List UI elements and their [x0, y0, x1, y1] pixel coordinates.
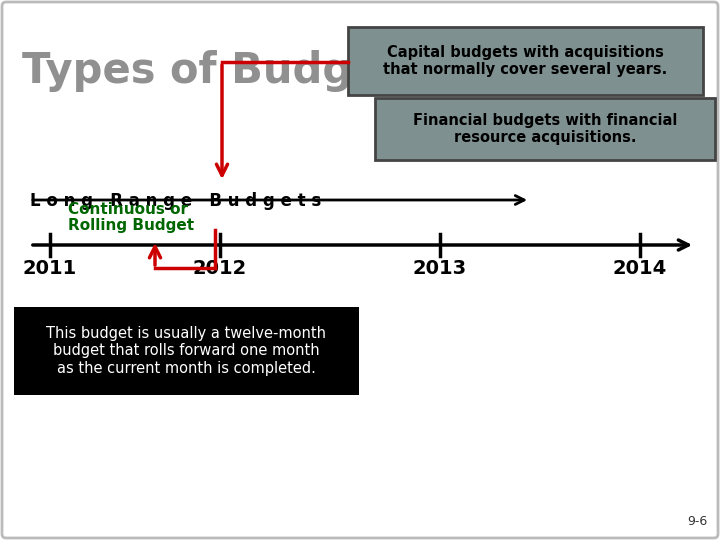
Text: Financial budgets with financial
resource acquisitions.: Financial budgets with financial resourc… — [413, 113, 678, 145]
Text: This budget is usually a twelve-month
budget that rolls forward one month
as the: This budget is usually a twelve-month bu… — [47, 326, 326, 376]
Text: 2014: 2014 — [613, 259, 667, 278]
Text: Rolling Budget: Rolling Budget — [68, 218, 194, 233]
Text: Capital budgets with acquisitions
that normally cover several years.: Capital budgets with acquisitions that n… — [383, 45, 667, 77]
Text: 9-6: 9-6 — [688, 515, 708, 528]
Text: Types of Budgets: Types of Budgets — [22, 50, 425, 92]
FancyBboxPatch shape — [14, 307, 359, 395]
FancyBboxPatch shape — [348, 27, 703, 95]
Text: L o n g   R a n g e   B u d g e t s: L o n g R a n g e B u d g e t s — [30, 192, 321, 210]
Text: 2011: 2011 — [23, 259, 77, 278]
Text: 2012: 2012 — [193, 259, 247, 278]
Text: 2013: 2013 — [413, 259, 467, 278]
FancyBboxPatch shape — [375, 98, 715, 160]
Text: Continuous or: Continuous or — [68, 202, 188, 217]
